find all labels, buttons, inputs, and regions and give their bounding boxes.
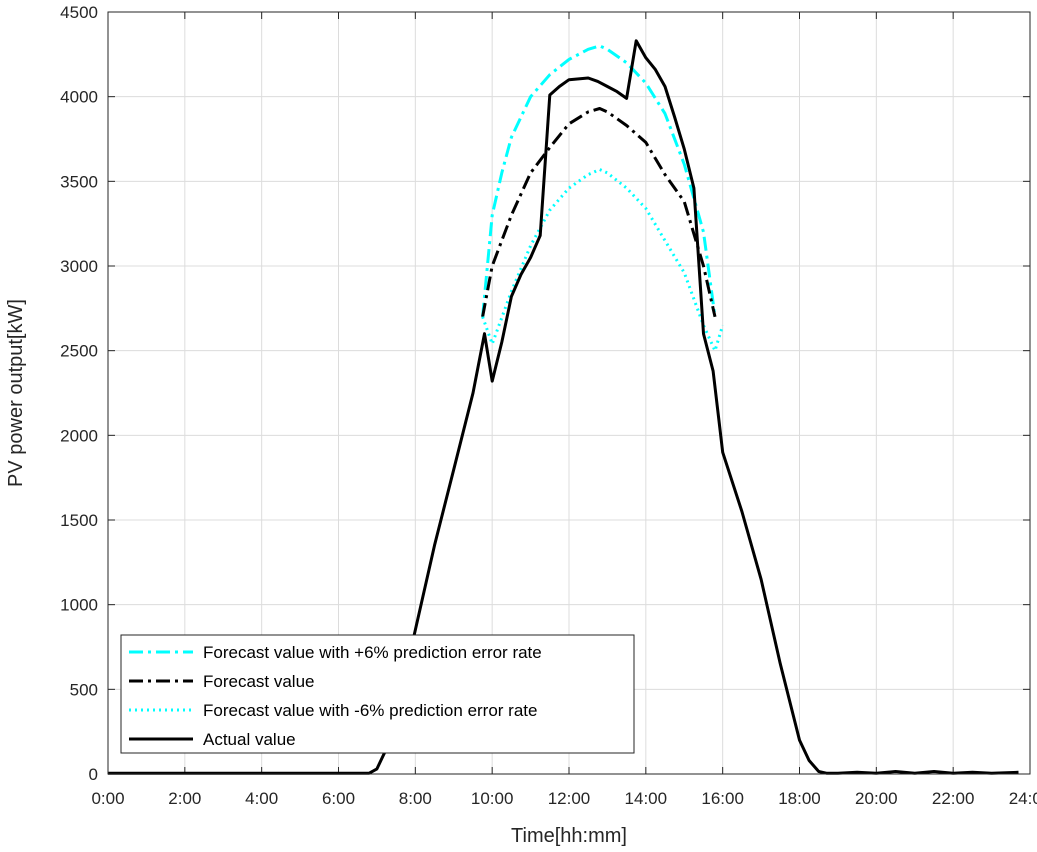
x-tick-label: 18:00 (778, 789, 821, 808)
x-tick-label: 22:00 (932, 789, 975, 808)
x-axis-title: Time[hh:mm] (511, 825, 627, 847)
y-tick-label: 4000 (60, 88, 98, 107)
series-line-3 (481, 168, 725, 353)
plot-frame (107, 11, 1031, 775)
series-line-1 (481, 44, 717, 318)
x-tick-label: 10:00 (471, 789, 514, 808)
x-tick-label: 20:00 (855, 789, 898, 808)
legend: Forecast value with +6% prediction error… (120, 634, 635, 754)
legend-label: Forecast value (203, 672, 315, 691)
legend-label: Actual value (203, 730, 296, 749)
y-tick-label: 3500 (60, 172, 98, 191)
y-tick-label: 2000 (60, 426, 98, 445)
y-tick-label: 4500 (60, 3, 98, 22)
y-axis-title: PV power output[kW] (5, 299, 27, 487)
x-tick-label: 0:00 (91, 789, 124, 808)
x-tick-label: 4:00 (245, 789, 278, 808)
x-tick-label: 12:00 (548, 789, 591, 808)
y-tick-label: 1000 (60, 596, 98, 615)
y-tick-label: 500 (70, 680, 98, 699)
y-tick-label: 2500 (60, 342, 98, 361)
x-tick-label: 24:00 (1009, 789, 1037, 808)
series-line-2 (481, 107, 717, 318)
y-tick-label: 3000 (60, 257, 98, 276)
legend-items: Forecast value with +6% prediction error… (129, 643, 542, 749)
x-tick-label: 16:00 (701, 789, 744, 808)
legend-label: Forecast value with -6% prediction error… (203, 701, 537, 720)
x-tick-label: 6:00 (322, 789, 355, 808)
series-line-4 (108, 39, 1019, 775)
x-tick-label: 8:00 (399, 789, 432, 808)
x-tick-labels: 0:00 2:00 4:00 6:00 8:00 10:00 12:00 14:00 16:00… (91, 789, 1037, 808)
series-lines (108, 39, 1019, 775)
legend-box (120, 634, 635, 754)
y-tick-label: 0 (89, 765, 98, 784)
legend-label: Forecast value with +6% prediction error… (203, 643, 542, 662)
x-tick-label: 2:00 (168, 789, 201, 808)
x-tick-label: 14:00 (625, 789, 668, 808)
y-tick-label: 1500 (60, 511, 98, 530)
y-tick-labels: 0 500 1000 1500 2000 2500 3000 3500 4000 4500 (60, 3, 98, 784)
